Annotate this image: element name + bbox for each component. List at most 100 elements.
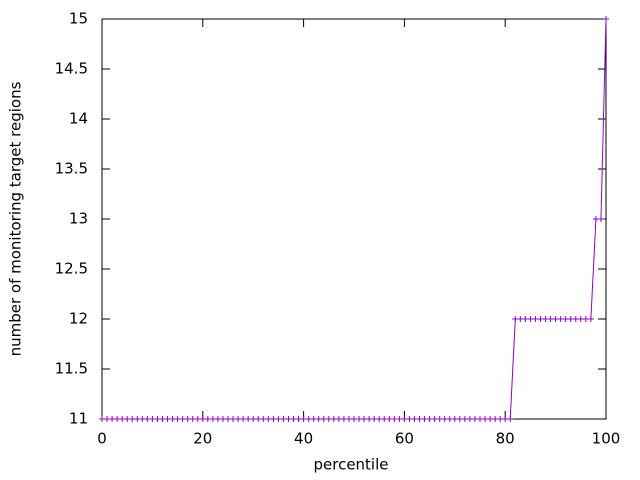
point-marker bbox=[204, 416, 211, 422]
y-tick-label: 14 bbox=[69, 110, 88, 128]
point-marker bbox=[351, 416, 357, 422]
point-marker bbox=[189, 416, 196, 422]
point-marker bbox=[149, 416, 156, 422]
point-marker bbox=[99, 416, 105, 422]
point-marker bbox=[260, 416, 267, 422]
point-marker bbox=[109, 416, 116, 422]
point-marker bbox=[230, 416, 237, 422]
point-marker bbox=[275, 416, 282, 422]
point-marker bbox=[436, 416, 443, 422]
point-marker bbox=[139, 416, 146, 422]
y-tick-label: 12.5 bbox=[55, 260, 88, 278]
point-marker bbox=[255, 416, 262, 422]
point-marker bbox=[174, 416, 181, 422]
point-marker bbox=[512, 316, 519, 322]
point-marker bbox=[527, 316, 534, 322]
x-tick-label: 80 bbox=[496, 430, 515, 448]
point-marker bbox=[179, 416, 186, 422]
point-marker bbox=[245, 416, 252, 422]
point-marker bbox=[270, 416, 277, 422]
x-axis-label: percentile bbox=[313, 456, 388, 474]
point-marker bbox=[532, 316, 539, 322]
point-marker bbox=[466, 416, 473, 422]
point-marker bbox=[497, 416, 504, 422]
point-marker bbox=[300, 416, 307, 422]
point-marker bbox=[315, 416, 322, 422]
point-marker bbox=[285, 416, 292, 422]
plot-border bbox=[101, 18, 607, 420]
point-marker bbox=[124, 416, 131, 422]
point-marker bbox=[603, 16, 609, 22]
point-marker bbox=[330, 416, 337, 422]
point-marker bbox=[345, 416, 352, 422]
point-marker bbox=[562, 316, 569, 322]
point-marker bbox=[577, 316, 584, 322]
x-tick-label: 20 bbox=[193, 430, 212, 448]
point-marker bbox=[376, 416, 383, 422]
point-marker bbox=[517, 316, 524, 322]
point-marker bbox=[401, 416, 408, 422]
point-marker bbox=[164, 416, 171, 422]
point-marker bbox=[396, 416, 403, 422]
point-marker bbox=[582, 316, 589, 322]
y-tick-label: 12 bbox=[69, 310, 88, 328]
point-marker bbox=[552, 316, 559, 322]
point-marker bbox=[446, 416, 453, 422]
point-marker bbox=[219, 416, 226, 422]
point-marker bbox=[265, 416, 272, 422]
point-marker bbox=[129, 416, 136, 422]
point-marker bbox=[547, 316, 554, 322]
point-marker bbox=[592, 216, 599, 222]
point-marker bbox=[295, 416, 302, 422]
y-tick-label: 15 bbox=[69, 10, 88, 28]
point-marker bbox=[522, 316, 529, 322]
point-marker bbox=[250, 416, 257, 422]
point-marker bbox=[225, 416, 231, 422]
y-tick-label: 11 bbox=[69, 410, 88, 428]
point-marker bbox=[320, 416, 327, 422]
point-marker bbox=[411, 416, 418, 422]
y-tick-label: 11.5 bbox=[55, 360, 88, 378]
point-marker bbox=[199, 416, 206, 422]
point-marker bbox=[426, 416, 433, 422]
point-marker bbox=[406, 416, 413, 422]
point-marker bbox=[371, 416, 378, 422]
point-marker bbox=[366, 416, 373, 422]
point-marker bbox=[537, 316, 544, 322]
point-marker bbox=[144, 416, 151, 422]
y-tick-label: 13.5 bbox=[55, 160, 88, 178]
point-marker bbox=[305, 416, 312, 422]
point-marker bbox=[356, 416, 363, 422]
point-marker bbox=[361, 416, 368, 422]
point-marker bbox=[280, 416, 287, 422]
point-marker bbox=[310, 416, 317, 422]
point-marker bbox=[421, 416, 428, 422]
point-marker bbox=[451, 416, 458, 422]
point-marker bbox=[441, 416, 448, 422]
point-marker bbox=[477, 416, 483, 422]
point-marker bbox=[104, 416, 111, 422]
point-marker bbox=[214, 416, 221, 422]
point-marker bbox=[290, 416, 297, 422]
point-marker bbox=[159, 416, 166, 422]
point-marker bbox=[134, 416, 141, 422]
point-marker bbox=[482, 416, 489, 422]
point-marker bbox=[456, 416, 463, 422]
x-tick-label: 100 bbox=[592, 430, 621, 448]
point-marker bbox=[471, 416, 478, 422]
point-marker bbox=[235, 416, 242, 422]
y-tick-label: 14.5 bbox=[55, 60, 88, 78]
point-marker bbox=[587, 316, 594, 322]
point-marker bbox=[340, 416, 347, 422]
point-marker bbox=[431, 416, 438, 422]
point-marker bbox=[386, 416, 393, 422]
y-axis-label: number of monitoring target regions bbox=[7, 81, 25, 356]
x-tick-label: 40 bbox=[294, 430, 313, 448]
point-marker bbox=[154, 416, 161, 422]
x-tick-label: 60 bbox=[395, 430, 414, 448]
point-marker bbox=[335, 416, 342, 422]
point-marker bbox=[567, 316, 574, 322]
point-marker bbox=[542, 316, 549, 322]
x-tick-label: 0 bbox=[97, 430, 107, 448]
